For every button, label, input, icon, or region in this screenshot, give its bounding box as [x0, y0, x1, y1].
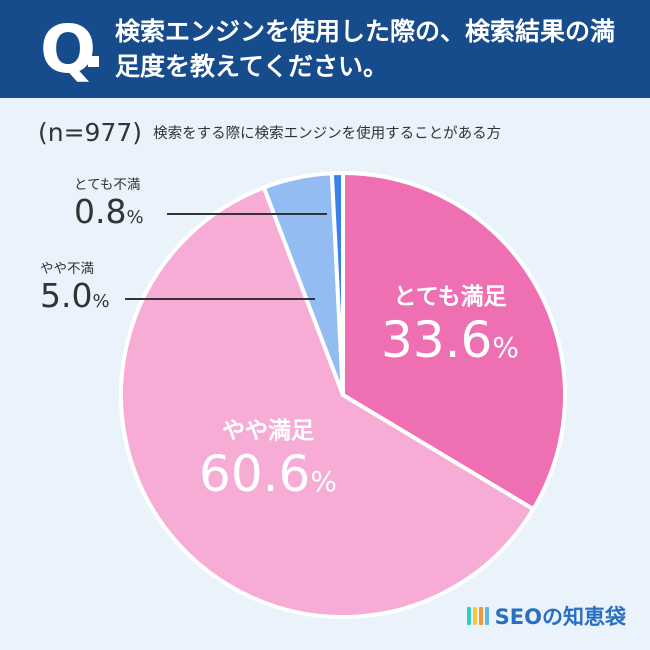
label-somewhat-satisfied: やや満足 60.6% — [178, 416, 358, 510]
question-header: Q 検索エンジンを使用した際の、検索結果の満足度を教えてください。 — [0, 0, 650, 98]
label-very-satisfied: とても満足 33.6% — [370, 282, 530, 376]
label-very-dissatisfied-category: とても不満 — [74, 177, 141, 193]
pie-slice-somewhat-satisfied — [119, 185, 536, 619]
q-mark: Q — [40, 11, 96, 88]
sample-description: 検索をする際に検索エンジンを使用することがある方 — [153, 126, 502, 142]
brand-icon-bar-3 — [478, 607, 483, 625]
pie-slice-very-dissatisfied — [329, 170, 345, 397]
label-somewhat-dissatisfied-category: やや不満 — [40, 261, 94, 277]
label-very-satisfied-value: 33.6% — [381, 311, 519, 369]
label-somewhat-satisfied-category: やや満足 — [222, 418, 314, 444]
brand-icon-bar-4 — [484, 607, 489, 625]
brand-name: SEOの知恵袋 — [494, 605, 626, 629]
label-very-satisfied-category: とても満足 — [393, 284, 507, 310]
sample-info: (n=977) 検索をする際に検索エンジンを使用することがある方 — [38, 118, 501, 147]
q-mark-dot — [88, 56, 99, 67]
question-text: 検索エンジンを使用した際の、検索結果の満足度を教えてください。 — [115, 17, 616, 81]
brand-icon-bar-2 — [472, 607, 477, 625]
sample-size: (n=977) — [38, 118, 143, 147]
brand-book-icon — [466, 607, 491, 625]
label-very-dissatisfied: とても不満 0.8% — [74, 176, 144, 236]
label-somewhat-dissatisfied-value: 5.0% — [40, 276, 110, 315]
label-very-dissatisfied-value: 0.8% — [74, 192, 144, 231]
brand-logo: SEOの知恵袋 — [466, 602, 626, 630]
label-somewhat-dissatisfied: やや不満 5.0% — [40, 260, 110, 320]
label-somewhat-satisfied-value: 60.6% — [199, 445, 337, 503]
pie-slice-very-satisfied — [341, 171, 567, 512]
brand-icon-bar-1 — [466, 607, 471, 625]
